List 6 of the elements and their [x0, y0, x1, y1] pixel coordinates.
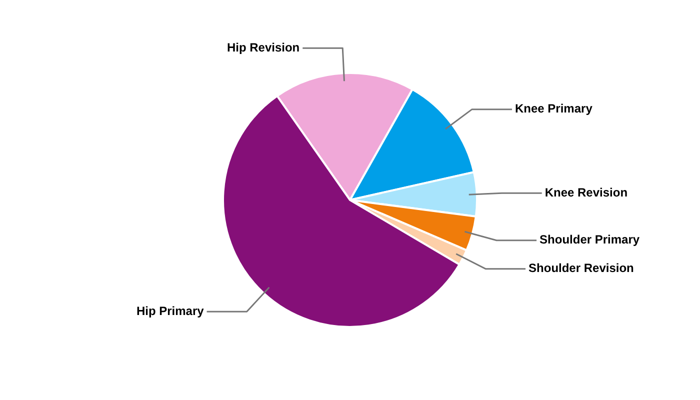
- slice-label: Hip Primary: [136, 304, 204, 318]
- slice-label: Knee Primary: [514, 102, 593, 116]
- slice-label: Knee Revision: [544, 185, 628, 200]
- slice-label: Hip Revision: [226, 40, 300, 54]
- slice-label: Shoulder Revision: [528, 261, 634, 276]
- slice-label: Shoulder Primary: [540, 232, 640, 247]
